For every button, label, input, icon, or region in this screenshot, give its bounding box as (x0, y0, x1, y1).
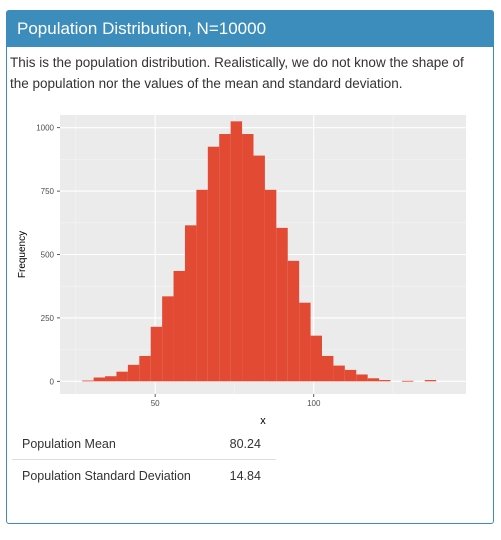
histogram-bar (299, 302, 311, 382)
stat-label-mean: Population Mean (22, 436, 116, 451)
x-tick-label: 50 (151, 399, 160, 408)
histogram-bar (367, 378, 380, 382)
histogram-bar (127, 364, 140, 382)
histogram-bar (333, 365, 345, 382)
histogram-bar (424, 380, 437, 382)
y-axis-title: Frequency (17, 231, 28, 278)
histogram-bar (276, 227, 288, 382)
panel-title: Population Distribution, N=10000 (17, 19, 267, 38)
histogram-bar (82, 380, 94, 382)
histogram-bar (230, 121, 243, 382)
table-row: Population Standard Deviation 14.84 (12, 459, 276, 491)
y-tick-label: 750 (41, 187, 55, 196)
histogram-bar (264, 189, 277, 382)
histogram-bar (321, 355, 334, 382)
histogram-bar (139, 355, 151, 382)
table-row: Population Mean 80.24 (12, 428, 276, 460)
histogram-bar (401, 380, 414, 382)
histogram-bar (287, 260, 300, 382)
histogram-bar (207, 146, 220, 382)
stat-label-sd: Population Standard Deviation (12, 459, 220, 491)
histogram-bar (242, 134, 254, 382)
histogram-bar (253, 155, 265, 382)
histogram-chart: 0 250 500 750 1000 50 100 x Frequency (17, 115, 466, 427)
y-tick-label: 0 (50, 377, 55, 386)
histogram-bar (344, 369, 357, 382)
histogram-bar (219, 134, 231, 382)
histogram-bar (196, 189, 208, 382)
y-tick-label: 1000 (36, 124, 54, 133)
panel-header: Population Distribution, N=10000 (7, 11, 493, 47)
histogram-bar (93, 377, 106, 382)
stat-value-mean: 80.24 (229, 436, 261, 451)
x-axis-title: x (260, 415, 266, 427)
histogram-bar (184, 225, 197, 382)
y-tick-label: 500 (41, 251, 55, 260)
stats-table: Population Mean 80.24 Population Standar… (12, 428, 276, 491)
histogram-bar (162, 296, 174, 382)
histogram-bar (116, 371, 128, 382)
histogram-bar (173, 270, 185, 382)
histogram-bar (356, 374, 368, 382)
histogram-bar (150, 326, 163, 382)
histogram-bar (310, 335, 322, 382)
histogram-bar (379, 380, 391, 382)
description-text: This is the population distribution. Rea… (10, 55, 464, 91)
x-tick-label: 100 (307, 399, 321, 408)
stat-value-sd: 14.84 (219, 459, 276, 491)
histogram-bar (105, 376, 117, 382)
y-tick-label: 250 (41, 314, 55, 323)
